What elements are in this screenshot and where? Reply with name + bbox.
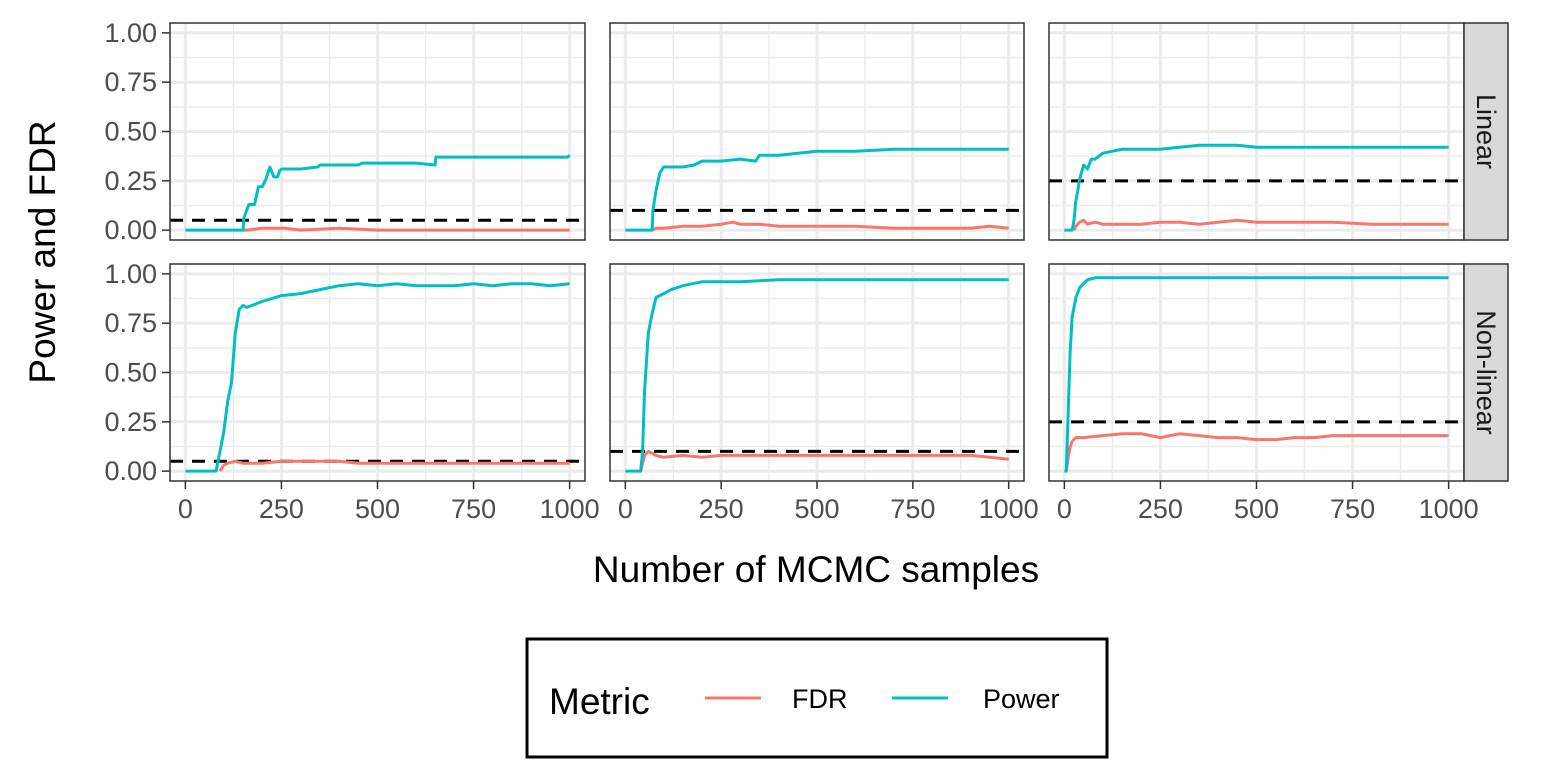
y-tick-label: 0.25 xyxy=(104,166,157,196)
series-line-fdr xyxy=(1064,432,1449,472)
x-tick-label: 750 xyxy=(1330,494,1375,524)
series-line-power xyxy=(1064,276,1449,473)
facet-strip xyxy=(1463,22,1509,241)
series-line-power xyxy=(1064,143,1449,232)
panel-non-linear-2 xyxy=(609,263,1025,482)
legend-label-power: Power xyxy=(983,684,1060,714)
legend-label-fdr: FDR xyxy=(792,684,848,714)
y-tick-label: 0.75 xyxy=(104,308,157,338)
series-line-fdr xyxy=(1072,218,1449,231)
axes-layer: 0.00 0.25 0.50 0.75 1.00 0.00 0.25 0.50 0.75 1.00… xyxy=(104,18,1509,524)
panel-linear-2 xyxy=(609,22,1025,241)
x-tick-label: 1000 xyxy=(979,494,1039,524)
series-line-power xyxy=(625,278,1009,473)
series-line-power xyxy=(625,147,1009,232)
x-tick-label: 750 xyxy=(890,494,935,524)
y-tick-label: 0.75 xyxy=(104,67,157,97)
panel-border xyxy=(609,22,1025,241)
x-tick-label: 500 xyxy=(1234,494,1279,524)
series-line-power xyxy=(185,154,571,232)
y-tick-label: 0.50 xyxy=(104,117,157,147)
x-tick-label: 1000 xyxy=(1419,494,1479,524)
x-tick-label: 250 xyxy=(699,494,744,524)
panels-layer xyxy=(169,22,1465,482)
panel-non-linear-3 xyxy=(1048,263,1465,482)
panel-non-linear-1 xyxy=(169,263,586,482)
y-tick-label: 0.50 xyxy=(104,358,157,388)
series-line-power xyxy=(185,282,570,473)
y-axis-title: Power and FDR xyxy=(22,120,63,383)
series-line-fdr xyxy=(639,449,1009,472)
panel-linear-1 xyxy=(169,22,586,241)
x-tick-label: 0 xyxy=(178,494,193,524)
y-tick-label: 0.00 xyxy=(104,215,157,245)
legend: Metric FDR Power xyxy=(525,637,1109,759)
x-tick-label: 0 xyxy=(618,494,633,524)
y-tick-label: 0.25 xyxy=(104,407,157,437)
x-tick-label: 750 xyxy=(451,494,496,524)
x-tick-label: 0 xyxy=(1057,494,1072,524)
y-tick-label: 1.00 xyxy=(104,259,157,289)
legend-title: Metric xyxy=(549,681,650,722)
x-tick-label: 250 xyxy=(1138,494,1183,524)
legend-box xyxy=(525,637,1109,759)
x-axis-title: Number of MCMC samples xyxy=(593,549,1039,590)
panel-linear-3 xyxy=(1048,22,1465,241)
facet-strip-label: Linear xyxy=(1471,94,1501,169)
series-line-fdr xyxy=(218,459,570,472)
x-tick-label: 500 xyxy=(355,494,400,524)
y-tick-label: 0.00 xyxy=(104,456,157,486)
series-line-fdr xyxy=(243,226,570,232)
facet-strip-label: Non-linear xyxy=(1471,310,1501,435)
x-tick-label: 1000 xyxy=(540,494,600,524)
x-tick-label: 500 xyxy=(794,494,839,524)
facet-strip xyxy=(1463,263,1509,482)
x-tick-label: 250 xyxy=(259,494,304,524)
y-tick-label: 1.00 xyxy=(104,18,157,48)
series-line-fdr xyxy=(651,220,1009,232)
